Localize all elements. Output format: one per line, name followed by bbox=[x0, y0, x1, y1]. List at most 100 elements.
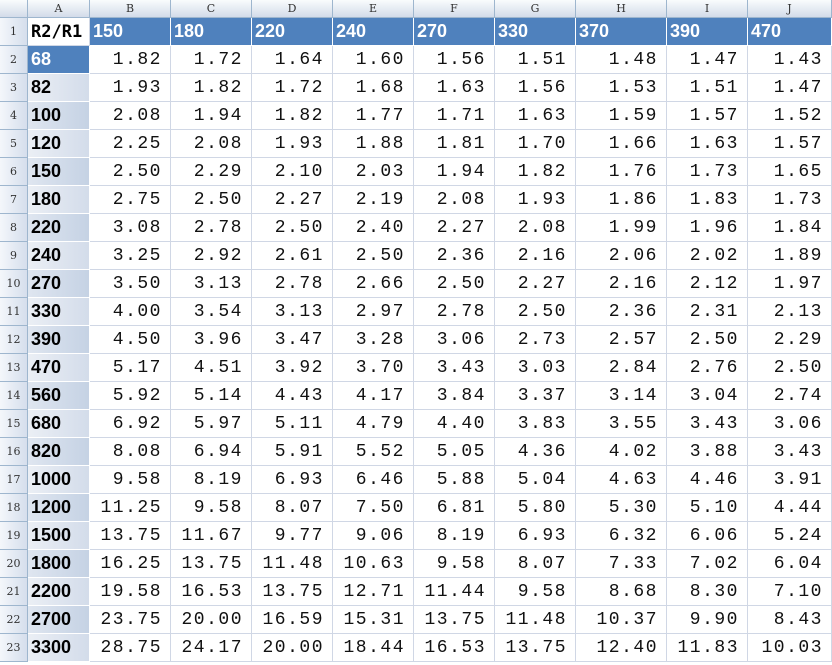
value-cell: 8.68 bbox=[576, 578, 667, 606]
value-cell: 1.68 bbox=[333, 74, 414, 102]
row-label-cell: 220 bbox=[28, 214, 90, 242]
value-cell: 3.83 bbox=[495, 410, 576, 438]
value-cell: 1.63 bbox=[495, 102, 576, 130]
value-cell: 9.58 bbox=[414, 550, 495, 578]
header-cell: 220 bbox=[252, 18, 333, 46]
value-cell: 1.59 bbox=[576, 102, 667, 130]
row-label-cell: 180 bbox=[28, 186, 90, 214]
value-cell: 10.37 bbox=[576, 606, 667, 634]
value-cell: 3.13 bbox=[252, 298, 333, 326]
column-letter: C bbox=[171, 0, 252, 18]
value-cell: 4.43 bbox=[252, 382, 333, 410]
row-number: 20 bbox=[0, 550, 28, 578]
value-cell: 3.91 bbox=[748, 466, 832, 494]
row-label-cell: 390 bbox=[28, 326, 90, 354]
value-cell: 1.56 bbox=[495, 74, 576, 102]
value-cell: 1.60 bbox=[333, 46, 414, 74]
value-cell: 1.52 bbox=[748, 102, 832, 130]
value-cell: 11.44 bbox=[414, 578, 495, 606]
header-cell: 390 bbox=[667, 18, 748, 46]
value-cell: 13.75 bbox=[414, 606, 495, 634]
value-cell: 1.94 bbox=[414, 158, 495, 186]
row-label-cell: 680 bbox=[28, 410, 90, 438]
value-cell: 1.51 bbox=[667, 74, 748, 102]
value-cell: 6.93 bbox=[252, 466, 333, 494]
row-label-cell: 820 bbox=[28, 438, 90, 466]
value-cell: 1.88 bbox=[333, 130, 414, 158]
value-cell: 1.47 bbox=[667, 46, 748, 74]
value-cell: 3.28 bbox=[333, 326, 414, 354]
value-cell: 6.46 bbox=[333, 466, 414, 494]
value-cell: 7.10 bbox=[748, 578, 832, 606]
header-corner-cell: R2/R1 bbox=[28, 18, 90, 46]
value-cell: 3.43 bbox=[414, 354, 495, 382]
row-label-cell: 1800 bbox=[28, 550, 90, 578]
value-cell: 2.50 bbox=[748, 354, 832, 382]
value-cell: 1.72 bbox=[171, 46, 252, 74]
value-cell: 8.08 bbox=[90, 438, 171, 466]
row-label-cell: 150 bbox=[28, 158, 90, 186]
row-number: 19 bbox=[0, 522, 28, 550]
value-cell: 2.50 bbox=[90, 158, 171, 186]
value-cell: 16.25 bbox=[90, 550, 171, 578]
row-label-cell: 2200 bbox=[28, 578, 90, 606]
value-cell: 5.91 bbox=[252, 438, 333, 466]
header-cell: 180 bbox=[171, 18, 252, 46]
value-cell: 4.40 bbox=[414, 410, 495, 438]
column-letter: B bbox=[90, 0, 171, 18]
row-label-cell: 470 bbox=[28, 354, 90, 382]
value-cell: 2.08 bbox=[414, 186, 495, 214]
value-cell: 2.50 bbox=[414, 270, 495, 298]
value-cell: 2.50 bbox=[252, 214, 333, 242]
value-cell: 5.24 bbox=[748, 522, 832, 550]
row-number: 13 bbox=[0, 354, 28, 382]
value-cell: 1.86 bbox=[576, 186, 667, 214]
header-cell: 470 bbox=[748, 18, 832, 46]
value-cell: 2.29 bbox=[748, 326, 832, 354]
value-cell: 2.12 bbox=[667, 270, 748, 298]
value-cell: 1.89 bbox=[748, 242, 832, 270]
value-cell: 28.75 bbox=[90, 634, 171, 662]
value-cell: 2.27 bbox=[495, 270, 576, 298]
value-cell: 3.96 bbox=[171, 326, 252, 354]
value-cell: 8.19 bbox=[171, 466, 252, 494]
value-cell: 2.78 bbox=[171, 214, 252, 242]
value-cell: 2.50 bbox=[333, 242, 414, 270]
value-cell: 1.57 bbox=[748, 130, 832, 158]
value-cell: 2.16 bbox=[495, 242, 576, 270]
value-cell: 9.58 bbox=[90, 466, 171, 494]
value-cell: 1.65 bbox=[748, 158, 832, 186]
value-cell: 3.37 bbox=[495, 382, 576, 410]
value-cell: 2.08 bbox=[90, 102, 171, 130]
value-cell: 1.82 bbox=[495, 158, 576, 186]
value-cell: 1.93 bbox=[90, 74, 171, 102]
value-cell: 1.76 bbox=[576, 158, 667, 186]
header-cell: 240 bbox=[333, 18, 414, 46]
row-number: 2 bbox=[0, 46, 28, 74]
value-cell: 2.03 bbox=[333, 158, 414, 186]
value-cell: 16.59 bbox=[252, 606, 333, 634]
row-number: 11 bbox=[0, 298, 28, 326]
value-cell: 3.06 bbox=[414, 326, 495, 354]
value-cell: 10.63 bbox=[333, 550, 414, 578]
row-number: 12 bbox=[0, 326, 28, 354]
row-number: 6 bbox=[0, 158, 28, 186]
value-cell: 3.43 bbox=[748, 438, 832, 466]
value-cell: 2.08 bbox=[171, 130, 252, 158]
value-cell: 6.92 bbox=[90, 410, 171, 438]
value-cell: 4.02 bbox=[576, 438, 667, 466]
value-cell: 2.61 bbox=[252, 242, 333, 270]
value-cell: 1.93 bbox=[495, 186, 576, 214]
value-cell: 5.10 bbox=[667, 494, 748, 522]
value-cell: 3.06 bbox=[748, 410, 832, 438]
value-cell: 2.29 bbox=[171, 158, 252, 186]
value-cell: 3.50 bbox=[90, 270, 171, 298]
row-label-cell: 100 bbox=[28, 102, 90, 130]
value-cell: 2.73 bbox=[495, 326, 576, 354]
value-cell: 6.93 bbox=[495, 522, 576, 550]
value-cell: 2.92 bbox=[171, 242, 252, 270]
value-cell: 3.70 bbox=[333, 354, 414, 382]
value-cell: 5.14 bbox=[171, 382, 252, 410]
value-cell: 16.53 bbox=[171, 578, 252, 606]
value-cell: 1.72 bbox=[252, 74, 333, 102]
